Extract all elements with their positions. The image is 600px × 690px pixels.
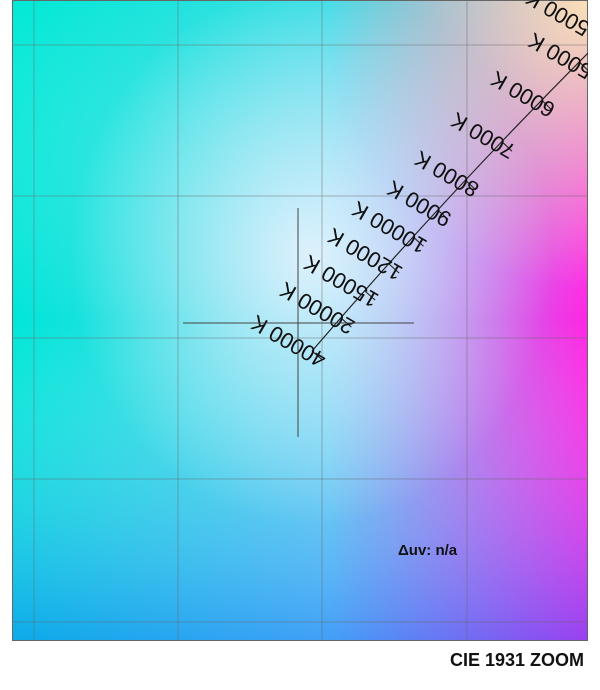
- locus-tick: [364, 290, 376, 301]
- locus-tick: [465, 179, 476, 191]
- duv-readout: Δuv: n/a: [398, 542, 458, 559]
- locus-tick: [541, 99, 553, 111]
- cie-zoom-chart: 40000 K 20000 K 15000 K 12000 K 10000 K 9000 …: [12, 0, 588, 641]
- locus-tick: [412, 236, 424, 247]
- chart-title: CIE 1931 ZOOM: [449, 650, 584, 670]
- plot-frame: [12, 0, 588, 641]
- locus-tick: [501, 141, 513, 152]
- locus-tick: [388, 263, 400, 274]
- locus-ticks: [311, 61, 588, 361]
- locus-tick: [340, 317, 352, 328]
- grid: [12, 0, 588, 641]
- locus-tick: [311, 350, 323, 361]
- locus-tick: [437, 209, 449, 220]
- chromaticity-warm: [12, 0, 588, 641]
- planckian-locus: [311, 52, 588, 352]
- locus-tick: [578, 61, 588, 72]
